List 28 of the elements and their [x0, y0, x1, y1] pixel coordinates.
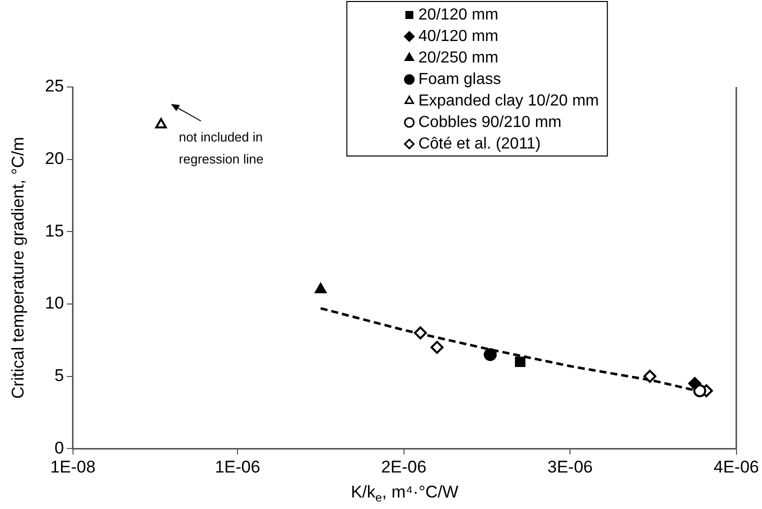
x-tick-label: 2E-06 [381, 457, 426, 476]
point [514, 356, 526, 368]
x-tick-label: 1E-08 [50, 457, 96, 476]
y-tick-label: 25 [44, 76, 64, 96]
x-tick-label: 3E-06 [547, 457, 593, 476]
legend-label: 20/120 mm [418, 6, 498, 24]
point [414, 326, 427, 340]
y-tick-label: 10 [44, 294, 64, 313]
legend-label: 20/250 mm [418, 49, 498, 66]
point [688, 377, 702, 390]
legend-label: Cobbles 90/210 mm [418, 114, 562, 131]
legend-label: Côté et al. (2011) [418, 135, 541, 152]
y-tick-label: 15 [44, 221, 64, 240]
annotation: not included in regression line [178, 130, 264, 167]
point [155, 118, 167, 128]
y-tick-label: 20 [44, 149, 64, 168]
legend-label: Foam glass [418, 70, 502, 88]
point [643, 370, 656, 383]
y-tick-label: 5 [54, 366, 64, 385]
legend-label: Expanded clay 10/20 mm [418, 92, 599, 110]
y-tick-label: 0 [54, 438, 64, 458]
x-tick-label: 1E-06 [214, 457, 260, 476]
y-axis-title: Critical temperature gradient, °C/m [8, 136, 28, 399]
x-tick-label: 4E-06 [714, 457, 760, 476]
point [484, 348, 497, 362]
legend-label: 40/120 mm [418, 28, 498, 45]
point [430, 340, 444, 354]
point [314, 282, 326, 294]
